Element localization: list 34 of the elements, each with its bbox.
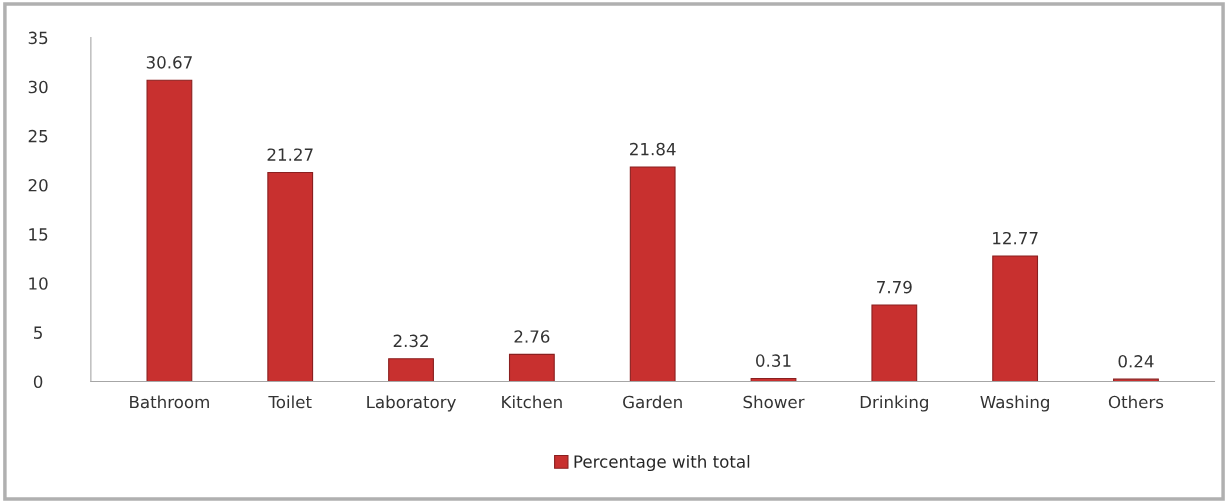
bar — [629, 166, 676, 382]
data-label: 12.77 — [993, 231, 1038, 245]
y-tick-label: 20 — [28, 178, 48, 192]
y-tick-label: 25 — [28, 129, 48, 143]
data-label: 0.24 — [1118, 354, 1154, 368]
y-tick-label: 15 — [29, 228, 48, 241]
y-tick-label: 30 — [28, 80, 48, 94]
data-label: 2.32 — [393, 334, 428, 348]
bar — [508, 353, 555, 382]
data-label: 21.27 — [267, 148, 313, 161]
x-tick-label: Laboratory — [367, 395, 456, 412]
data-label: 7.79 — [877, 280, 912, 294]
data-label: 30.67 — [146, 56, 192, 69]
legend-label: Percentage with total — [574, 454, 750, 472]
x-tick-label: Shower — [743, 395, 805, 409]
bar — [871, 304, 918, 382]
bar — [146, 79, 193, 382]
x-tick-label: Bathroom — [130, 395, 209, 409]
y-tick-label: 35 — [28, 31, 48, 45]
x-tick-label: Drinking — [860, 395, 928, 412]
data-label: 21.84 — [630, 142, 676, 156]
data-label: 2.76 — [514, 330, 550, 343]
x-tick-label: Garden — [623, 395, 682, 409]
x-tick-label: Kitchen — [502, 395, 562, 409]
bar — [992, 255, 1039, 382]
x-tick-label: Others — [1108, 395, 1164, 409]
y-tick-label: 0 — [33, 375, 43, 389]
y-tick-label: 10 — [29, 277, 48, 290]
data-label: 0.31 — [756, 354, 791, 367]
x-tick-label: Washing — [980, 395, 1049, 412]
bar — [388, 358, 434, 382]
y-tick-label: 5 — [34, 326, 42, 339]
bar — [267, 171, 314, 382]
x-tick-label: Toilet — [268, 395, 312, 409]
